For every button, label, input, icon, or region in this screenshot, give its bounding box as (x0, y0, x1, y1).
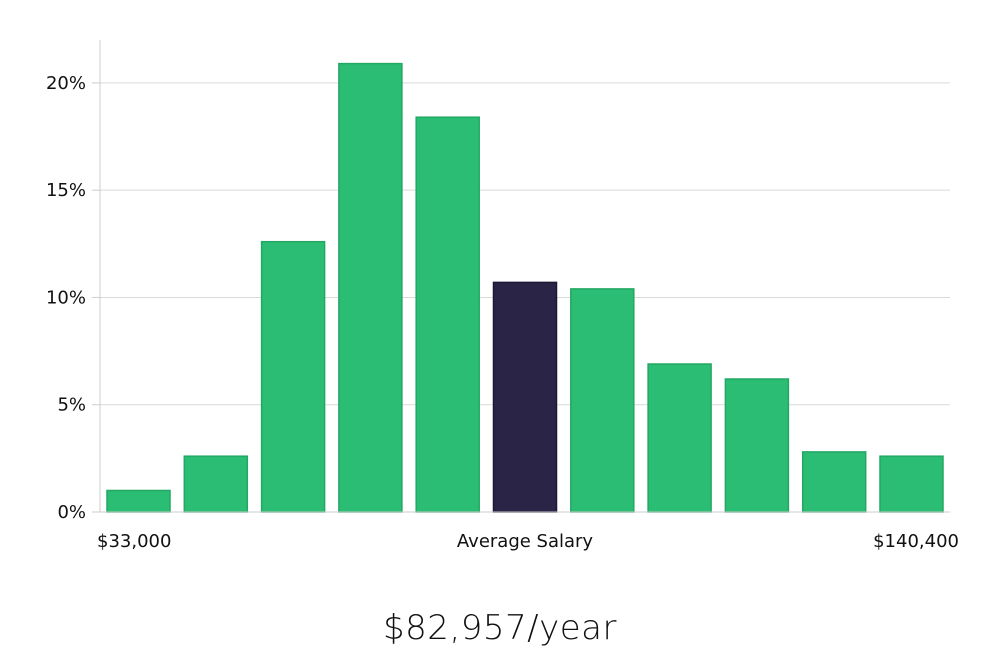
bar-11 (879, 455, 944, 513)
x-label-max: $140,400 (873, 531, 959, 552)
bar-5 (415, 116, 480, 513)
bar-4 (338, 62, 403, 513)
bar-average-salary (492, 281, 558, 513)
y-tick-label-5: 5% (57, 395, 86, 416)
y-tick-label-20: 20% (46, 73, 86, 94)
y-tick-label-0: 0% (57, 502, 86, 523)
y-tick-label-10: 10% (46, 287, 86, 308)
x-label-average: Average Salary (457, 531, 594, 552)
y-tick-label-15: 15% (46, 180, 86, 201)
bars (106, 62, 944, 513)
bar-2 (183, 455, 249, 513)
bar-8 (647, 363, 712, 513)
bar-7 (570, 288, 635, 513)
x-labels: $33,000 Average Salary $140,400 (97, 531, 959, 552)
bar-1 (106, 489, 171, 513)
bar-9 (724, 378, 790, 513)
average-salary-value: $82,957/year (383, 608, 617, 648)
x-label-min: $33,000 (97, 531, 171, 552)
y-tick-labels: 0% 5% 10% 15% 20% (46, 73, 86, 523)
bar-3 (260, 240, 326, 513)
bar-10 (801, 451, 867, 513)
axes (92, 40, 950, 513)
